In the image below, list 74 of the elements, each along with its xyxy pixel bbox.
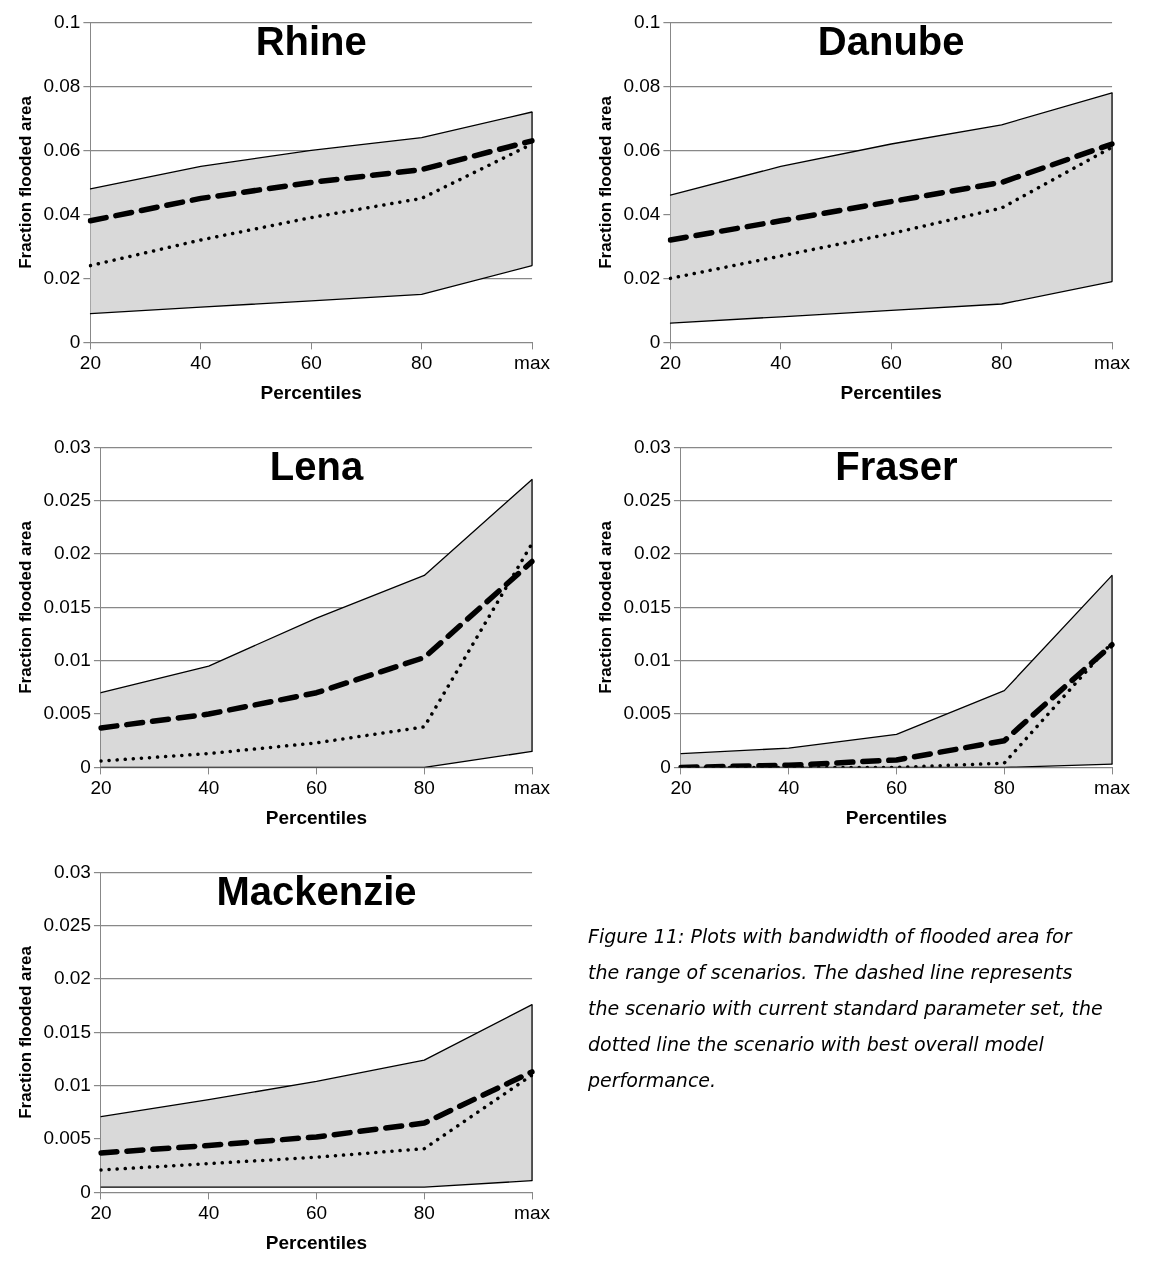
x-tick-label: 40: [198, 777, 220, 799]
y-tick-label: 0: [649, 330, 661, 352]
y-axis-title: Fraction flooded area: [15, 520, 35, 694]
y-axis-title: Fraction flooded area: [595, 520, 615, 694]
x-tick-label: max: [514, 1202, 551, 1224]
y-tick-label: 0: [80, 1180, 91, 1202]
x-tick-label: max: [1094, 777, 1131, 799]
y-tick-label: 0.1: [53, 10, 81, 32]
x-tick-label: 20: [659, 352, 681, 374]
x-tick-label: 80: [993, 777, 1015, 799]
x-tick-label: 40: [778, 777, 800, 799]
x-axis-title: Percentiles: [845, 806, 948, 828]
y-tick-label: 0.015: [43, 595, 91, 617]
y-tick-label: 0.01: [53, 648, 91, 670]
chart-title: Rhine: [255, 19, 367, 64]
chart-title: Lena: [269, 444, 364, 489]
y-tick-label: 0.02: [43, 266, 81, 288]
y-tick-label: 0.02: [53, 542, 91, 564]
y-tick-label: 0.02: [633, 542, 671, 564]
x-tick-label: 40: [770, 352, 792, 374]
y-tick-label: 0.02: [53, 967, 91, 989]
y-tick-label: 0.06: [623, 138, 661, 160]
x-tick-label: 40: [190, 352, 212, 374]
y-axis-title: Fraction flooded area: [15, 945, 35, 1119]
x-axis-title: Percentiles: [260, 381, 362, 403]
x-tick-label: max: [1094, 352, 1131, 374]
x-tick-label: 80: [411, 352, 433, 374]
y-tick-label: 0.005: [43, 1127, 91, 1149]
y-tick-label: 0.03: [53, 860, 91, 882]
chart-title: Danube: [817, 19, 965, 64]
y-tick-label: 0.015: [623, 595, 671, 617]
x-tick-label: 60: [880, 352, 902, 374]
x-axis-title: Percentiles: [265, 806, 368, 828]
y-tick-label: 0.005: [623, 702, 671, 724]
x-tick-label: 20: [670, 777, 692, 799]
x-tick-label: max: [514, 352, 551, 374]
x-tick-label: 60: [305, 1202, 328, 1224]
x-tick-label: 40: [198, 1202, 220, 1224]
y-tick-label: 0.06: [43, 138, 81, 160]
y-tick-label: 0.1: [633, 10, 661, 32]
x-tick-label: max: [514, 777, 551, 799]
y-tick-label: 0.08: [43, 74, 81, 96]
x-tick-label: 20: [79, 352, 101, 374]
y-tick-label: 0.025: [623, 488, 671, 510]
y-tick-label: 0.02: [623, 266, 661, 288]
x-tick-label: 60: [300, 352, 322, 374]
x-tick-label: 80: [413, 777, 435, 799]
x-tick-label: 20: [90, 1202, 112, 1224]
y-tick-label: 0.01: [633, 648, 671, 670]
y-tick-label: 0.025: [43, 913, 91, 935]
y-tick-label: 0.01: [53, 1073, 91, 1095]
caption: Figure 11: Plots with bandwidth of flooded area for the range of scenarios. The dashed line represents the scenario with current standard parameter set, the dotted line the scenario with best overall model performance.: [588, 924, 1104, 1093]
x-axis-title: Percentiles: [840, 381, 942, 403]
y-tick-label: 0.005: [43, 702, 91, 724]
y-axis-title: Fraction flooded area: [595, 95, 615, 269]
y-tick-label: 0.04: [43, 202, 81, 224]
y-tick-label: 0.025: [43, 488, 91, 510]
y-axis-title: Fraction flooded area: [15, 95, 35, 269]
x-tick-label: 20: [90, 777, 112, 799]
chart-title: Fraser: [835, 444, 958, 489]
y-tick-label: 0.015: [43, 1020, 91, 1042]
x-tick-label: 80: [413, 1202, 435, 1224]
y-tick-label: 0: [660, 755, 671, 777]
y-tick-label: 0: [69, 330, 81, 352]
y-tick-label: 0.03: [633, 435, 671, 457]
x-tick-label: 60: [305, 777, 328, 799]
x-tick-label: 80: [991, 352, 1013, 374]
y-tick-label: 0: [80, 755, 91, 777]
chart-title: Mackenzie: [216, 869, 417, 914]
y-tick-label: 0.03: [53, 435, 91, 457]
x-tick-label: 60: [885, 777, 908, 799]
y-tick-label: 0.04: [623, 202, 661, 224]
y-tick-label: 0.08: [623, 74, 661, 96]
x-axis-title: Percentiles: [265, 1231, 368, 1253]
